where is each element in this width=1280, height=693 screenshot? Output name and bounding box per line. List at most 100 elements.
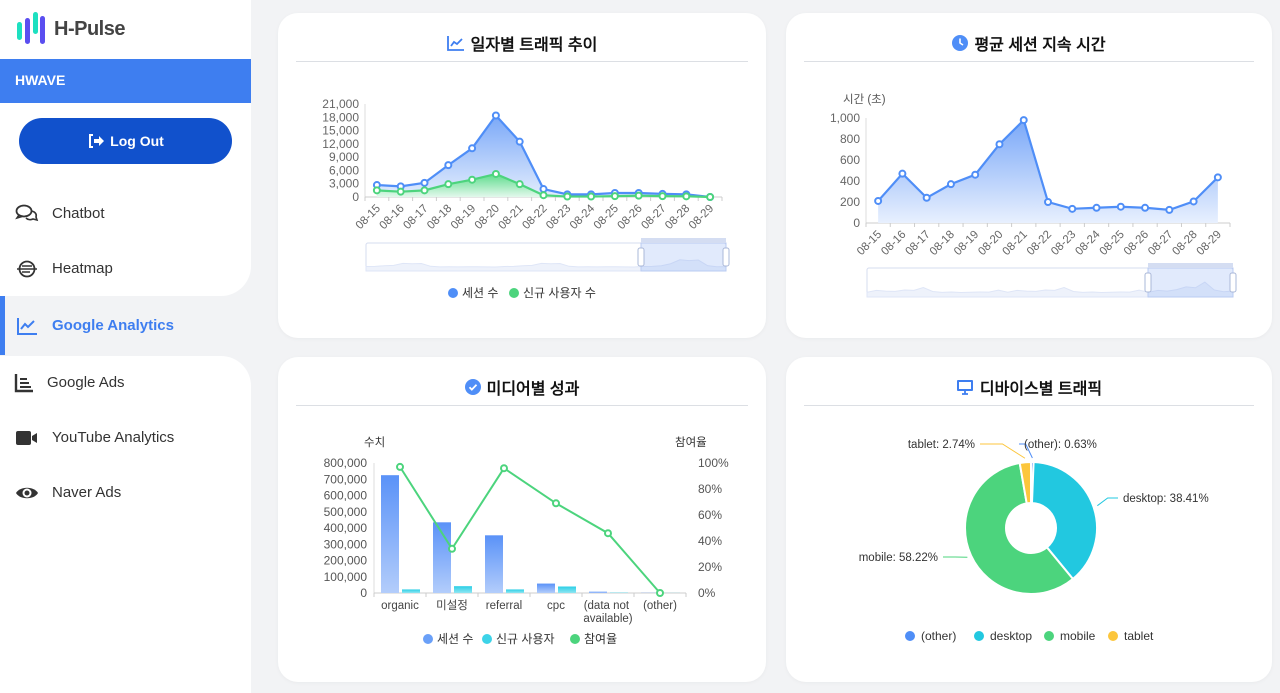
data-point	[995, 140, 1004, 149]
x-tick-label: referral	[486, 600, 522, 612]
data-point	[1019, 116, 1028, 125]
x-tick-label: 08-15	[354, 203, 383, 232]
check-circle-icon	[464, 379, 481, 395]
line-chart-icon	[15, 314, 39, 338]
sidebar-item-heatmap[interactable]: Heatmap	[0, 241, 251, 296]
eye-icon	[15, 481, 39, 505]
x-tick-label: organic	[381, 600, 419, 612]
y-tick-label: 0	[853, 216, 860, 230]
data-point	[946, 180, 955, 189]
logo[interactable]: H-Pulse	[16, 12, 125, 46]
x-tick-label: 08-23	[1049, 229, 1078, 258]
y2-tick-label: 100%	[698, 456, 729, 470]
legend-marker[interactable]	[570, 634, 580, 644]
legend-label[interactable]: desktop	[990, 629, 1032, 643]
data-point	[539, 185, 548, 194]
video-icon	[15, 426, 39, 450]
sidebar-item-google-analytics[interactable]: Google Analytics	[0, 296, 251, 355]
data-point	[515, 137, 524, 146]
bar-sessions	[381, 475, 399, 593]
sidebar-item-label: Google Analytics	[52, 317, 174, 334]
legend-label[interactable]: tablet	[1124, 629, 1154, 643]
divider	[296, 61, 748, 62]
sidebar-panel-bottom	[0, 356, 251, 693]
legend-label[interactable]: 참여율	[584, 632, 617, 646]
desktop-icon	[956, 380, 973, 395]
data-zoom-preview	[866, 281, 1234, 298]
bar-new-users	[558, 586, 576, 593]
sidebar-item-naver-ads[interactable]: Naver Ads	[0, 465, 251, 520]
sidebar-item-label: Google Ads	[47, 374, 125, 391]
legend-label[interactable]: 신규 사용자 수	[523, 286, 596, 300]
data-point	[444, 161, 453, 170]
data-point	[634, 191, 643, 200]
y-tick-label: 700,000	[324, 472, 368, 486]
legend-label[interactable]: mobile	[1060, 629, 1096, 643]
x-tick-label: 08-22	[1025, 229, 1054, 258]
legend-label[interactable]: (other)	[921, 629, 956, 643]
data-point	[420, 186, 429, 195]
legend-marker[interactable]	[1044, 631, 1054, 641]
data-point	[656, 589, 664, 597]
bar-sessions	[537, 583, 555, 593]
sidebar-item-google-ads[interactable]: Google Ads	[0, 355, 251, 410]
pie-slice-desktop[interactable]	[1030, 461, 1098, 581]
x-tick-label: (data not available)	[583, 600, 632, 625]
card-title: 디바이스별 트래픽	[979, 381, 1103, 398]
sidebar-item-label: Naver Ads	[52, 484, 122, 501]
pie-label-line	[1097, 497, 1118, 507]
data-point	[1165, 205, 1174, 214]
legend-label[interactable]: 세션 수	[437, 632, 473, 646]
data-point	[1189, 197, 1198, 206]
legend-marker[interactable]	[974, 631, 984, 641]
data-point	[468, 144, 477, 153]
data-point	[1141, 203, 1150, 212]
data-zoom-preview	[365, 259, 727, 272]
data-zoom-handle[interactable]	[1229, 272, 1237, 293]
data-zoom-handle[interactable]	[1144, 272, 1152, 293]
card-title: 평균 세션 지속 시간	[974, 37, 1106, 54]
data-point	[539, 191, 548, 200]
pie-slice-tablet[interactable]	[1018, 460, 1032, 505]
legend-label[interactable]: 신규 사용자	[496, 632, 555, 646]
divider	[804, 405, 1254, 406]
data-zoom-handle[interactable]	[722, 247, 730, 267]
data-zoom-selection[interactable]	[1147, 267, 1234, 298]
y-tick-label: 400	[840, 174, 860, 188]
legend-marker[interactable]	[423, 634, 433, 644]
traffic-line-chart: 03,0006,0009,00012,00015,00018,00021,000…	[322, 97, 730, 300]
legend-marker[interactable]	[448, 288, 458, 298]
sidebar-item-youtube-analytics[interactable]: YouTube Analytics	[0, 410, 251, 465]
sidebar-item-label: YouTube Analytics	[52, 429, 175, 446]
media-bar-chart: 수치 참여율0100,000200,000300,000400,000500,00…	[324, 436, 729, 646]
sidebar-item-chatbot[interactable]: Chatbot	[0, 186, 251, 241]
bar-new-users	[454, 586, 472, 593]
legend-marker[interactable]	[509, 288, 519, 298]
data-zoom-move-handle[interactable]	[1148, 263, 1233, 268]
data-zoom-selection[interactable]	[640, 242, 727, 272]
media-performance-card: 미디어별 성과 수치 참여율 0 100,000 200,000 300,000 400,0…	[278, 357, 766, 682]
y-axis-title: 수치	[364, 436, 385, 449]
legend-marker[interactable]	[1108, 631, 1118, 641]
heatmap-icon	[15, 257, 39, 281]
y-tick-label: 0	[360, 586, 367, 600]
traffic-trend-card: 일자별 트래픽 추이 0 3,000 6,000 9,000 12,000 15,000 1…	[278, 13, 766, 338]
x-tick-label: 08-24	[568, 202, 598, 232]
data-point	[922, 193, 931, 202]
bar-sessions	[589, 591, 607, 593]
pie-slice-mobile[interactable]	[964, 461, 1075, 595]
legend-marker[interactable]	[905, 631, 915, 641]
legend-label[interactable]: 세션 수	[462, 286, 498, 300]
y2-tick-label: 80%	[698, 482, 722, 496]
data-zoom-move-handle[interactable]	[641, 238, 726, 243]
x-tick-label: 08-26	[1122, 229, 1151, 258]
y2-tick-label: 40%	[698, 534, 722, 548]
data-point	[515, 180, 524, 189]
data-zoom-handle[interactable]	[637, 247, 645, 267]
logout-button[interactable]: Log Out	[19, 118, 232, 164]
divider	[804, 61, 1254, 62]
data-point	[1092, 203, 1101, 212]
x-tick-label: 08-27	[639, 203, 668, 232]
device-pie-chart: (other): 0.63% desktop: 38.41% mobile: 58.…	[859, 439, 1209, 643]
legend-marker[interactable]	[482, 634, 492, 644]
